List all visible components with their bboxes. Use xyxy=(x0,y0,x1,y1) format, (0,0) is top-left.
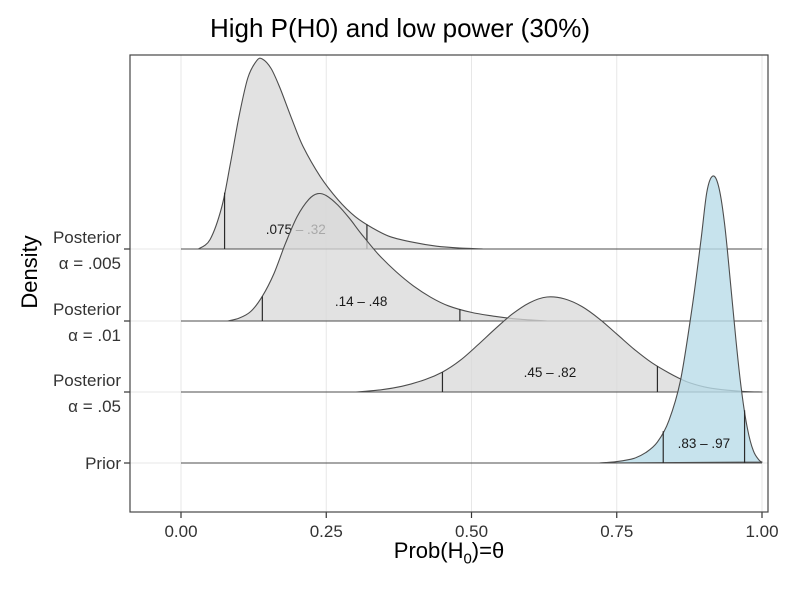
y-category-label-posterior-alpha-01: Posterior xyxy=(53,300,121,319)
interval-label-prior: .83 – .97 xyxy=(678,436,731,451)
x-axis-title-prefix: Prob(H xyxy=(393,538,464,563)
interval-label-posterior-alpha-05: .45 – .82 xyxy=(524,365,577,380)
interval-label-posterior-alpha-01: .14 – .48 xyxy=(335,294,388,309)
panel-border xyxy=(129,54,769,513)
x-axis-title: Prob(H0)=θ xyxy=(130,538,768,567)
density-curve-posterior-alpha-01 xyxy=(226,192,548,322)
density-curve-prior xyxy=(598,175,763,464)
chart-title: High P(H0) and low power (30%) xyxy=(209,13,591,43)
x-tick-label: 1.00 xyxy=(745,522,778,541)
x-axis-title-suffix: )=θ xyxy=(471,538,505,563)
x-tick-label: 0.25 xyxy=(310,522,343,541)
x-tick-label: 0.00 xyxy=(164,522,197,541)
x-axis-title-subscript: 0 xyxy=(463,550,472,568)
y-category-label-posterior-alpha-005: Posterior xyxy=(53,228,121,247)
y-category-sublabel-posterior-alpha-01: α = .01 xyxy=(68,326,121,345)
y-category-sublabel-posterior-alpha-005: α = .005 xyxy=(59,254,121,273)
y-category-label-prior: Prior xyxy=(85,454,121,473)
x-tick-label: 0.50 xyxy=(455,522,488,541)
y-category-sublabel-posterior-alpha-05: α = .05 xyxy=(68,397,121,416)
density-curve-posterior-alpha-005 xyxy=(197,57,484,250)
y-category-label-posterior-alpha-05: Posterior xyxy=(53,371,121,390)
x-tick-label: 0.75 xyxy=(600,522,633,541)
y-axis-title: Density xyxy=(17,235,42,309)
